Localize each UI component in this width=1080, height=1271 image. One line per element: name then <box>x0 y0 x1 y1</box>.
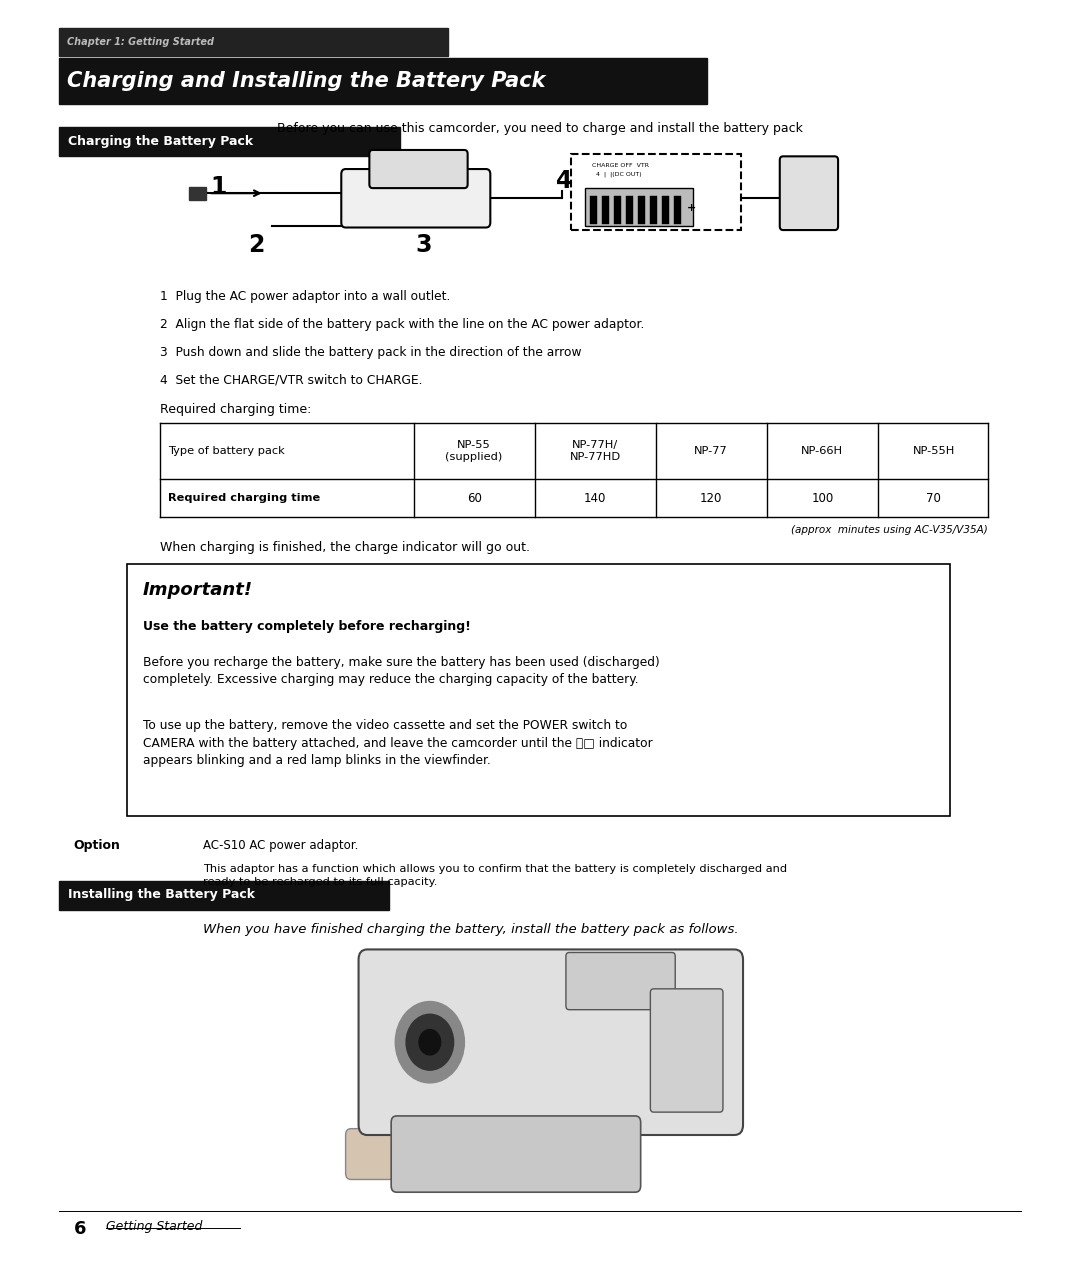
Text: To use up the battery, remove the video cassette and set the POWER switch to
CAM: To use up the battery, remove the video … <box>143 719 652 768</box>
FancyBboxPatch shape <box>391 1116 640 1192</box>
Text: Important!: Important! <box>143 581 253 599</box>
Text: Charging the Battery Pack: Charging the Battery Pack <box>68 135 253 147</box>
Text: 3  Push down and slide the battery pack in the direction of the arrow: 3 Push down and slide the battery pack i… <box>160 346 581 358</box>
Text: 140: 140 <box>584 492 606 505</box>
Text: Installing the Battery Pack: Installing the Battery Pack <box>68 888 255 901</box>
Text: +: + <box>687 203 697 214</box>
Circle shape <box>406 1014 454 1070</box>
Bar <box>59 58 707 104</box>
Text: 4: 4 <box>556 169 572 193</box>
Text: 1  Plug the AC power adaptor into a wall outlet.: 1 Plug the AC power adaptor into a wall … <box>160 290 450 302</box>
Text: 6: 6 <box>73 1220 86 1238</box>
Text: NP-77H/
NP-77HD: NP-77H/ NP-77HD <box>569 441 621 461</box>
FancyBboxPatch shape <box>650 989 723 1112</box>
Bar <box>602 196 609 224</box>
FancyBboxPatch shape <box>359 949 743 1135</box>
Text: 120: 120 <box>700 492 723 505</box>
FancyBboxPatch shape <box>566 952 675 1009</box>
Text: When you have finished charging the battery, install the battery pack as follows: When you have finished charging the batt… <box>203 923 739 935</box>
Text: Required charging time:: Required charging time: <box>160 403 311 416</box>
Bar <box>590 196 597 224</box>
Bar <box>127 564 950 816</box>
FancyBboxPatch shape <box>341 169 490 228</box>
Text: NP-66H: NP-66H <box>801 446 843 456</box>
Bar <box>160 423 988 517</box>
Text: Required charging time: Required charging time <box>168 493 321 503</box>
Circle shape <box>395 1002 464 1083</box>
Text: Charging and Installing the Battery Pack: Charging and Installing the Battery Pack <box>67 71 545 92</box>
Text: Getting Started: Getting Started <box>106 1220 202 1233</box>
Text: NP-55H: NP-55H <box>913 446 955 456</box>
Text: 2  Align the flat side of the battery pack with the line on the AC power adaptor: 2 Align the flat side of the battery pac… <box>160 318 644 330</box>
Text: This adaptor has a function which allows you to confirm that the battery is comp: This adaptor has a function which allows… <box>203 864 787 887</box>
Text: (approx  minutes using AC-V35/V35A): (approx minutes using AC-V35/V35A) <box>792 525 988 535</box>
Bar <box>189 187 206 200</box>
Text: 70: 70 <box>927 492 941 505</box>
Text: Chapter 1: Getting Started: Chapter 1: Getting Started <box>67 37 214 47</box>
Bar <box>59 881 389 910</box>
Text: Before you can use this camcorder, you need to charge and install the battery pa: Before you can use this camcorder, you n… <box>278 122 802 135</box>
Bar <box>613 196 621 224</box>
Circle shape <box>419 1030 441 1055</box>
Bar <box>650 196 658 224</box>
FancyBboxPatch shape <box>571 154 741 230</box>
Bar <box>59 28 448 56</box>
Text: 60: 60 <box>467 492 482 505</box>
Text: Type of battery pack: Type of battery pack <box>168 446 285 456</box>
Bar <box>585 188 693 226</box>
Text: Option: Option <box>73 839 120 852</box>
Bar <box>638 196 646 224</box>
Text: 100: 100 <box>811 492 834 505</box>
Text: When charging is finished, the charge indicator will go out.: When charging is finished, the charge in… <box>160 541 530 554</box>
Text: 4  Set the CHARGE/VTR switch to CHARGE.: 4 Set the CHARGE/VTR switch to CHARGE. <box>160 374 422 386</box>
Text: Before you recharge the battery, make sure the battery has been used (discharged: Before you recharge the battery, make su… <box>143 656 659 686</box>
Text: 3: 3 <box>416 233 432 257</box>
Text: 4  |  |(DC OUT): 4 | |(DC OUT) <box>596 172 642 177</box>
Bar <box>59 127 400 156</box>
Bar <box>662 196 670 224</box>
Text: AC-S10 AC power adaptor.: AC-S10 AC power adaptor. <box>203 839 359 852</box>
Bar <box>674 196 681 224</box>
FancyBboxPatch shape <box>780 156 838 230</box>
Text: NP-55
(supplied): NP-55 (supplied) <box>445 441 503 461</box>
Text: 1: 1 <box>211 175 227 200</box>
Text: CHARGE OFF  VTR: CHARGE OFF VTR <box>592 163 649 168</box>
FancyBboxPatch shape <box>346 1129 496 1179</box>
Text: 2: 2 <box>248 233 265 257</box>
Text: NP-77: NP-77 <box>694 446 728 456</box>
Text: Use the battery completely before recharging!: Use the battery completely before rechar… <box>143 620 471 633</box>
Bar <box>625 196 633 224</box>
FancyBboxPatch shape <box>369 150 468 188</box>
